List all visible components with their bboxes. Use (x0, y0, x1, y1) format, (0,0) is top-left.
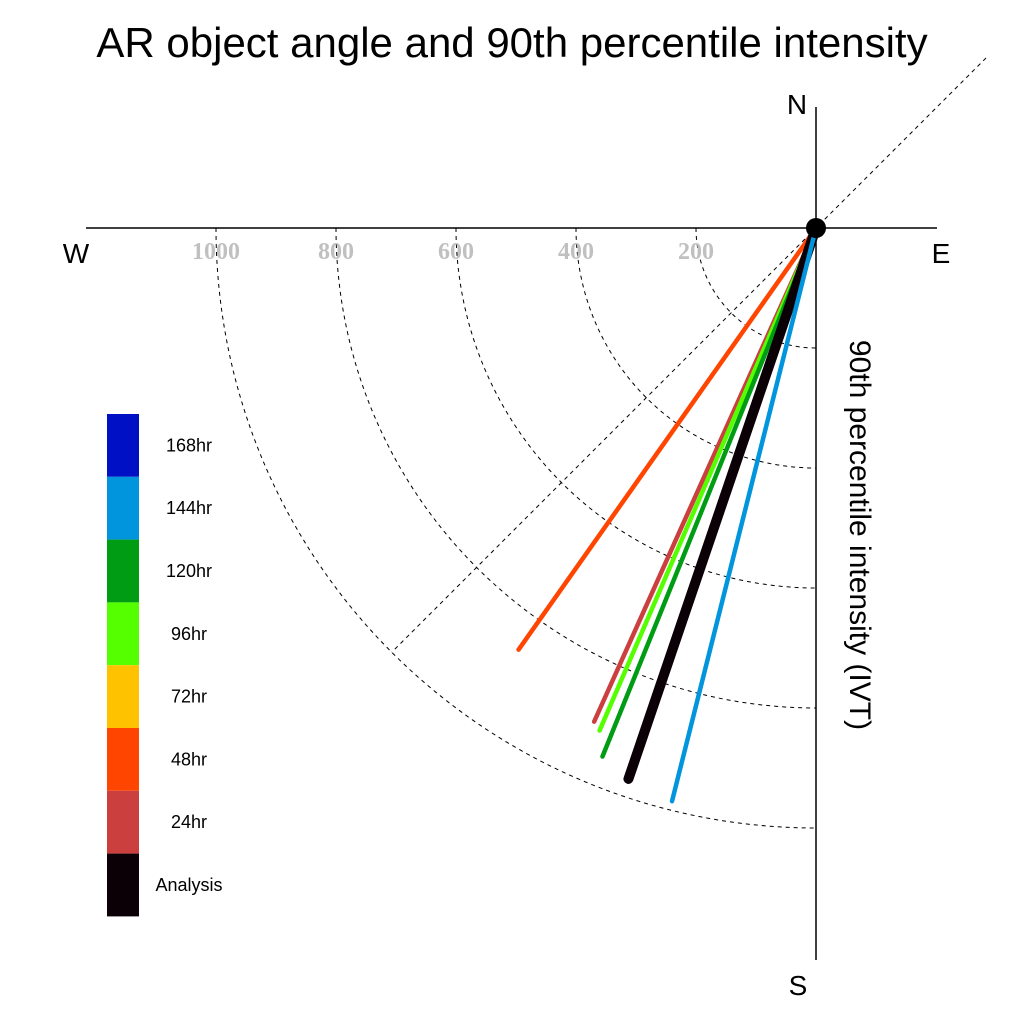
radial-tick-600: 600 (438, 239, 474, 265)
polar-grid (215, 57, 987, 829)
origin-marker (806, 218, 826, 238)
legend-label-144hr: 144hr (166, 498, 212, 518)
radial-axis-title: 90th percentile intensity (IVT) (843, 340, 876, 730)
radial-tick-labels: 200 400 600 800 1000 (192, 239, 714, 265)
vector-120hr (600, 225, 819, 759)
legend-label-24hr: 24hr (171, 812, 207, 832)
vector-48hr (516, 225, 819, 652)
legend-swatch-analysis (107, 853, 139, 917)
legend-label-48hr: 48hr (171, 749, 207, 769)
chart-title: AR object angle and 90th percentile inte… (96, 19, 927, 66)
diagonal-reference-line (391, 57, 987, 653)
east-label: E (932, 238, 951, 269)
legend: 168hr 144hr 120hr 96hr 72hr 48hr 24hr Analysis (107, 414, 223, 917)
legend-swatch-168hr (107, 414, 139, 477)
legend-swatch-144hr (107, 476, 139, 540)
legend-swatch-96hr (107, 602, 139, 666)
grid-arc-200 (695, 227, 817, 349)
radial-tick-1000: 1000 (192, 239, 240, 265)
vector-144hr (669, 225, 819, 804)
legend-label-96hr: 96hr (171, 624, 207, 644)
grid-arc-400 (575, 227, 817, 469)
legend-swatch-72hr (107, 665, 139, 728)
legend-label-168hr: 168hr (166, 435, 212, 455)
legend-label-analysis: Analysis (155, 875, 222, 895)
radial-tick-400: 400 (558, 239, 594, 265)
legend-swatch-120hr (107, 539, 139, 603)
radial-tick-200: 200 (678, 239, 714, 265)
vector-analysis (623, 223, 821, 784)
legend-label-72hr: 72hr (171, 687, 207, 707)
north-label: N (787, 89, 807, 120)
legend-label-120hr: 120hr (166, 561, 212, 581)
angle-vectors (516, 223, 821, 804)
west-label: W (63, 238, 90, 269)
south-label: S (789, 970, 808, 1001)
legend-swatch-24hr (107, 790, 139, 854)
legend-swatch-48hr (107, 728, 139, 791)
radial-tick-800: 800 (318, 239, 354, 265)
